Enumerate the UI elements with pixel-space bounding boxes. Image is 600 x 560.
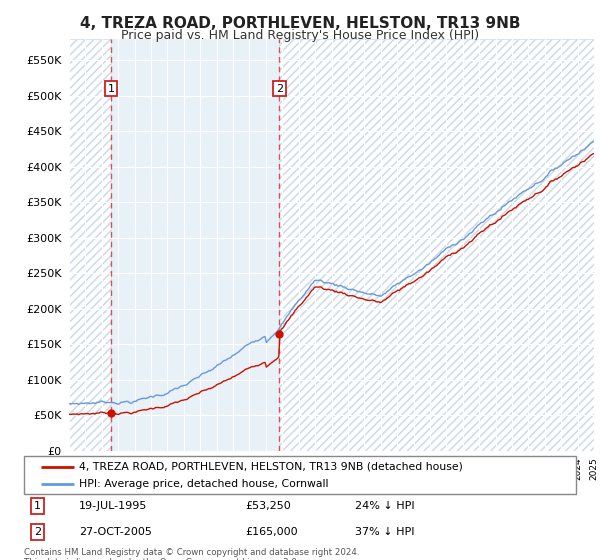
Text: Contains HM Land Registry data © Crown copyright and database right 2024.
This d: Contains HM Land Registry data © Crown c… [24, 548, 359, 560]
Text: £165,000: £165,000 [245, 527, 298, 537]
Text: 2: 2 [34, 527, 41, 537]
Text: HPI: Average price, detached house, Cornwall: HPI: Average price, detached house, Corn… [79, 479, 329, 489]
Text: 1: 1 [34, 501, 41, 511]
Text: 37% ↓ HPI: 37% ↓ HPI [355, 527, 415, 537]
Text: £53,250: £53,250 [245, 501, 290, 511]
Text: 1: 1 [107, 83, 115, 94]
Text: Price paid vs. HM Land Registry's House Price Index (HPI): Price paid vs. HM Land Registry's House … [121, 29, 479, 42]
Text: 27-OCT-2005: 27-OCT-2005 [79, 527, 152, 537]
Text: 24% ↓ HPI: 24% ↓ HPI [355, 501, 415, 511]
Text: 4, TREZA ROAD, PORTHLEVEN, HELSTON, TR13 9NB: 4, TREZA ROAD, PORTHLEVEN, HELSTON, TR13… [80, 16, 520, 31]
Text: 4, TREZA ROAD, PORTHLEVEN, HELSTON, TR13 9NB (detached house): 4, TREZA ROAD, PORTHLEVEN, HELSTON, TR13… [79, 461, 463, 472]
Text: 19-JUL-1995: 19-JUL-1995 [79, 501, 148, 511]
Text: 2: 2 [276, 83, 283, 94]
FancyBboxPatch shape [24, 456, 576, 494]
